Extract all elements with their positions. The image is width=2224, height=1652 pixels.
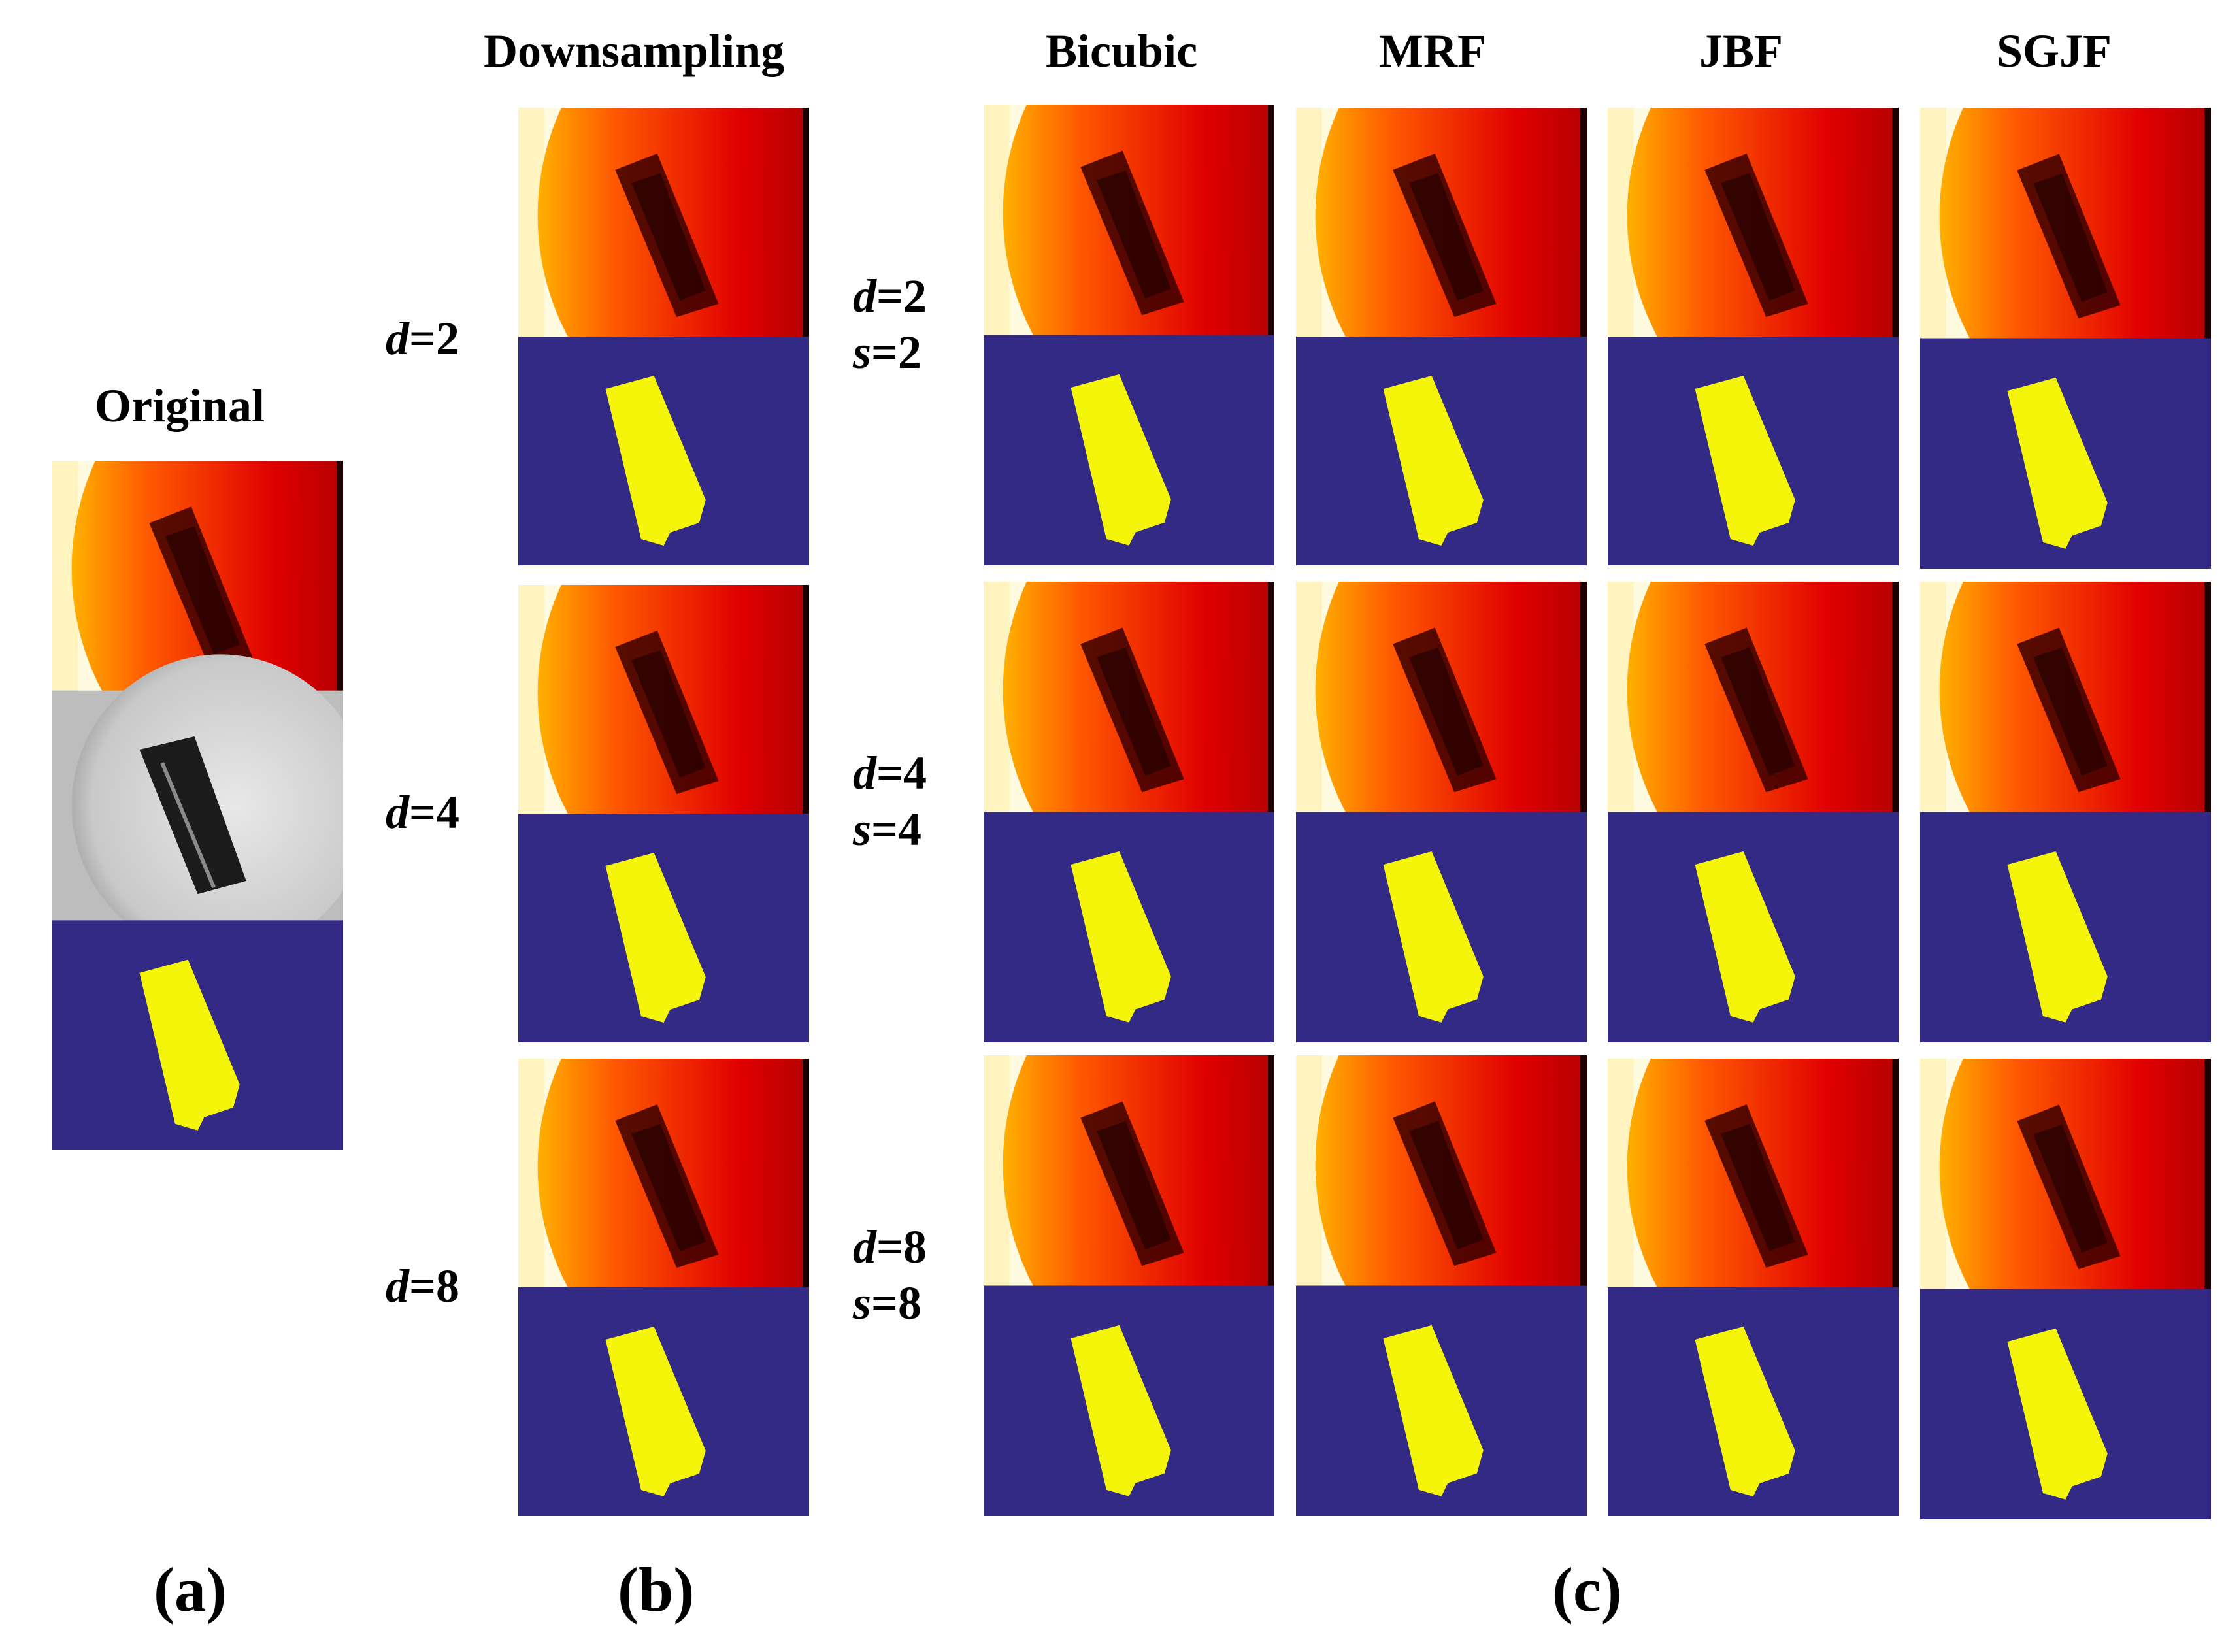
caption-a: (a) [154, 1555, 227, 1625]
original-depth-image [52, 461, 343, 1150]
row-label-c-1: d=2 s=2 [853, 270, 927, 379]
bicubic-d4-pair [984, 582, 1274, 1042]
downsampling-d8-pair [518, 1059, 809, 1516]
caption-c: (c) [1552, 1555, 1622, 1625]
jbf-d8-pair [1608, 1059, 1899, 1516]
column-header-mrf: MRF [1379, 25, 1486, 77]
original-title: Original [95, 380, 265, 432]
column-header-downsampling: Downsampling [484, 25, 785, 77]
row-label-b-2: d=4 [386, 786, 460, 838]
sgjf-d4-pair [1920, 582, 2211, 1042]
column-header-sgjf: SGJF [1997, 25, 2112, 77]
column-header-jbf: JBF [1699, 25, 1784, 77]
column-header-bicubic: Bicubic [1046, 25, 1198, 77]
caption-b: (b) [618, 1555, 695, 1625]
downsampling-d4-pair [518, 585, 809, 1042]
row-label-c-3: d=8 s=8 [853, 1221, 927, 1330]
row-label-b-3: d=8 [386, 1260, 460, 1312]
jbf-d4-pair [1608, 582, 1899, 1042]
downsampling-d2-pair [518, 108, 809, 565]
mrf-d4-pair [1296, 582, 1587, 1042]
row-label-c-2: d=4 s=4 [853, 747, 927, 856]
mrf-d8-pair [1296, 1055, 1587, 1516]
bicubic-d2-pair [984, 105, 1274, 565]
bicubic-d8-pair [984, 1055, 1274, 1516]
sgjf-d2-pair [1920, 108, 2211, 569]
row-label-b-1: d=2 [386, 312, 460, 365]
sgjf-d8-pair [1920, 1059, 2211, 1519]
mrf-d2-pair [1296, 108, 1587, 565]
jbf-d2-pair [1608, 108, 1899, 565]
